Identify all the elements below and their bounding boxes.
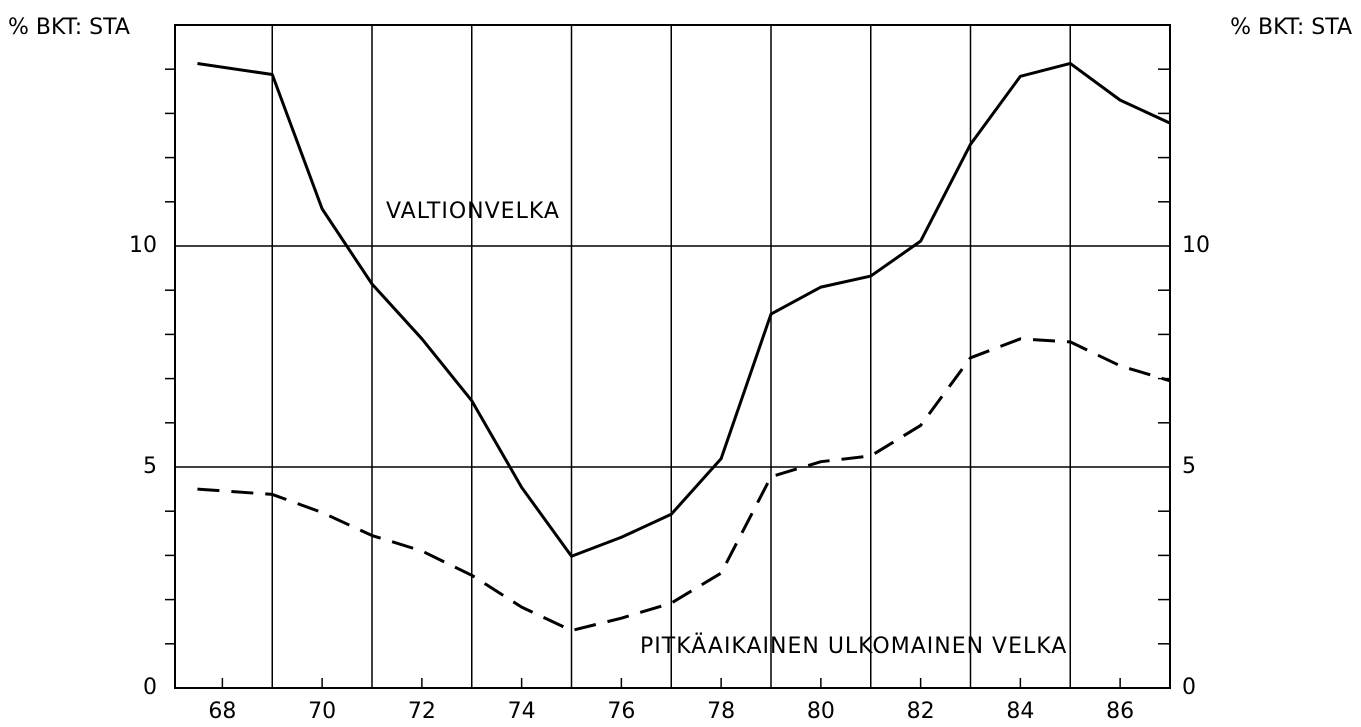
x-tick-label: 86: [1106, 699, 1134, 724]
series-annotation: PITKÄAIKAINEN ULKOMAINEN VELKA: [640, 633, 1067, 659]
y-tick-label: 10: [129, 233, 157, 258]
x-tick-label: 84: [1006, 699, 1034, 724]
x-tick-label: 70: [308, 699, 336, 724]
y-tick-label: 5: [143, 454, 157, 479]
x-tick-label: 74: [508, 699, 536, 724]
y-tick-label: 0: [143, 675, 157, 700]
y2-tick-label: 0: [1182, 675, 1196, 700]
y2-tick-label: 10: [1182, 233, 1210, 258]
line-series: [197, 337, 1171, 633]
plot-frame: [174, 24, 1171, 689]
x-tick-label: 80: [807, 699, 835, 724]
series-annotation: VALTIONVELKA: [386, 199, 560, 224]
x-tick-label: 76: [607, 699, 635, 724]
x-tick-label: 78: [707, 699, 735, 724]
y2-tick-label: 5: [1182, 454, 1196, 479]
y2-axis-label: % BKT: STA: [1230, 15, 1352, 40]
x-tick-label: 68: [208, 699, 236, 724]
x-tick-label: 82: [907, 699, 935, 724]
line-series: [197, 61, 1171, 558]
x-tick-label: 72: [408, 699, 436, 724]
y-axis-label: % BKT: STA: [8, 15, 130, 40]
